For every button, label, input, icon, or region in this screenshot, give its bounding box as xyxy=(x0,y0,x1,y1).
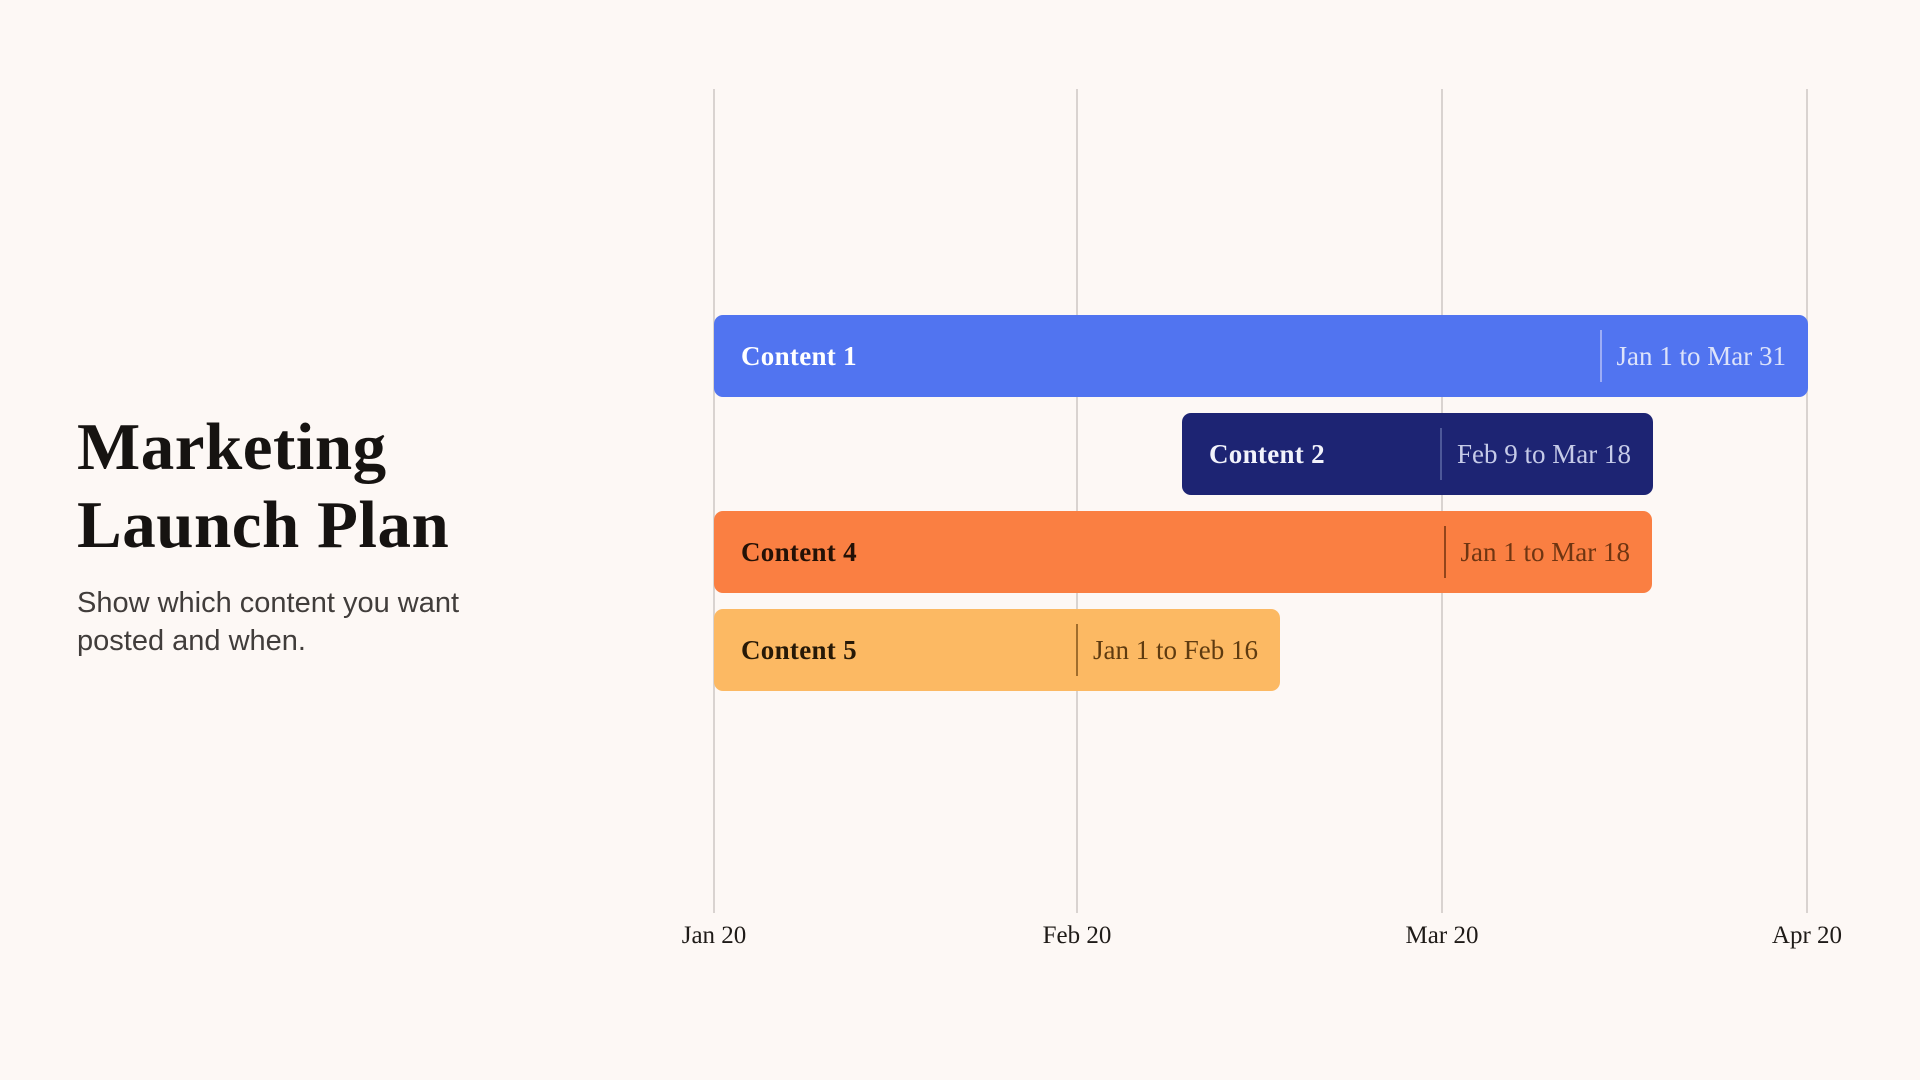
gantt-bar-content-1[interactable]: Content 1 Jan 1 to Mar 31 xyxy=(714,315,1808,397)
bar-date-group: Jan 1 to Mar 18 xyxy=(1443,526,1630,578)
gridline-jan xyxy=(713,89,715,913)
bar-date-separator xyxy=(1443,526,1446,578)
bar-date-range: Jan 1 to Mar 18 xyxy=(1460,536,1630,567)
bar-label: Content 1 xyxy=(741,340,857,371)
gridline-feb xyxy=(1076,89,1078,913)
bar-date-separator xyxy=(1599,330,1602,382)
bar-label: Content 4 xyxy=(741,536,857,567)
x-tick-label: Feb 20 xyxy=(1042,922,1112,949)
bar-label: Content 5 xyxy=(741,634,857,665)
bar-date-group: Feb 9 to Mar 18 xyxy=(1440,428,1631,480)
x-tick-label: Jan 20 xyxy=(681,922,747,949)
gantt-bar-content-4[interactable]: Content 4 Jan 1 to Mar 18 xyxy=(714,511,1652,593)
intro-block: Marketing Launch Plan Show which content… xyxy=(77,408,547,660)
bar-date-separator xyxy=(1440,428,1443,480)
bar-date-group: Jan 1 to Mar 31 xyxy=(1599,330,1786,382)
page-title: Marketing Launch Plan xyxy=(77,410,450,562)
x-tick-label: Mar 20 xyxy=(1405,922,1479,949)
gridline-apr xyxy=(1806,89,1808,913)
gantt-bar-content-2[interactable]: Content 2 Feb 9 to Mar 18 xyxy=(1182,413,1653,495)
bar-label: Content 2 xyxy=(1209,438,1325,469)
bar-date-range: Jan 1 to Feb 16 xyxy=(1093,634,1258,665)
gantt-bar-content-5[interactable]: Content 5 Jan 1 to Feb 16 xyxy=(714,609,1280,691)
bar-date-group: Jan 1 to Feb 16 xyxy=(1076,624,1258,676)
x-tick-label: Apr 20 xyxy=(1771,922,1843,949)
bar-date-separator xyxy=(1076,624,1078,676)
page-subtitle: Show which content you want posted and w… xyxy=(77,587,460,657)
bar-date-range: Feb 9 to Mar 18 xyxy=(1457,438,1631,469)
bar-date-range: Jan 1 to Mar 31 xyxy=(1616,340,1786,371)
gridline-mar xyxy=(1441,89,1443,913)
